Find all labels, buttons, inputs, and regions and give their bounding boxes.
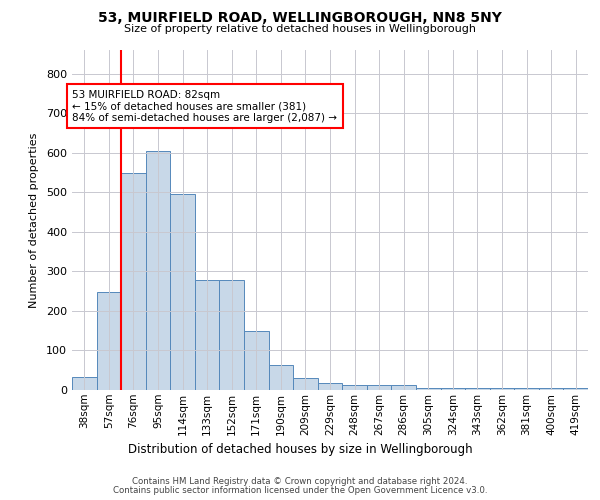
Bar: [539, 388, 563, 390]
Bar: [490, 388, 514, 390]
Text: Contains public sector information licensed under the Open Government Licence v3: Contains public sector information licen…: [113, 486, 487, 495]
Bar: [342, 385, 367, 390]
Bar: [391, 386, 416, 390]
Bar: [514, 388, 539, 390]
Text: Distribution of detached houses by size in Wellingborough: Distribution of detached houses by size …: [128, 442, 472, 456]
Bar: [465, 388, 490, 390]
Bar: [244, 332, 269, 390]
Text: Size of property relative to detached houses in Wellingborough: Size of property relative to detached ho…: [124, 24, 476, 34]
Bar: [146, 151, 170, 390]
Text: Contains HM Land Registry data © Crown copyright and database right 2024.: Contains HM Land Registry data © Crown c…: [132, 477, 468, 486]
Bar: [97, 292, 121, 390]
Bar: [269, 365, 293, 390]
Text: 53, MUIRFIELD ROAD, WELLINGBOROUGH, NN8 5NY: 53, MUIRFIELD ROAD, WELLINGBOROUGH, NN8 …: [98, 11, 502, 25]
Bar: [563, 388, 588, 390]
Text: 53 MUIRFIELD ROAD: 82sqm
← 15% of detached houses are smaller (381)
84% of semi-: 53 MUIRFIELD ROAD: 82sqm ← 15% of detach…: [73, 90, 337, 122]
Y-axis label: Number of detached properties: Number of detached properties: [29, 132, 39, 308]
Bar: [170, 194, 195, 390]
Bar: [121, 172, 146, 390]
Bar: [416, 388, 440, 390]
Bar: [440, 388, 465, 390]
Bar: [367, 386, 391, 390]
Bar: [195, 280, 220, 390]
Bar: [293, 378, 318, 390]
Bar: [72, 378, 97, 390]
Bar: [318, 383, 342, 390]
Bar: [220, 280, 244, 390]
